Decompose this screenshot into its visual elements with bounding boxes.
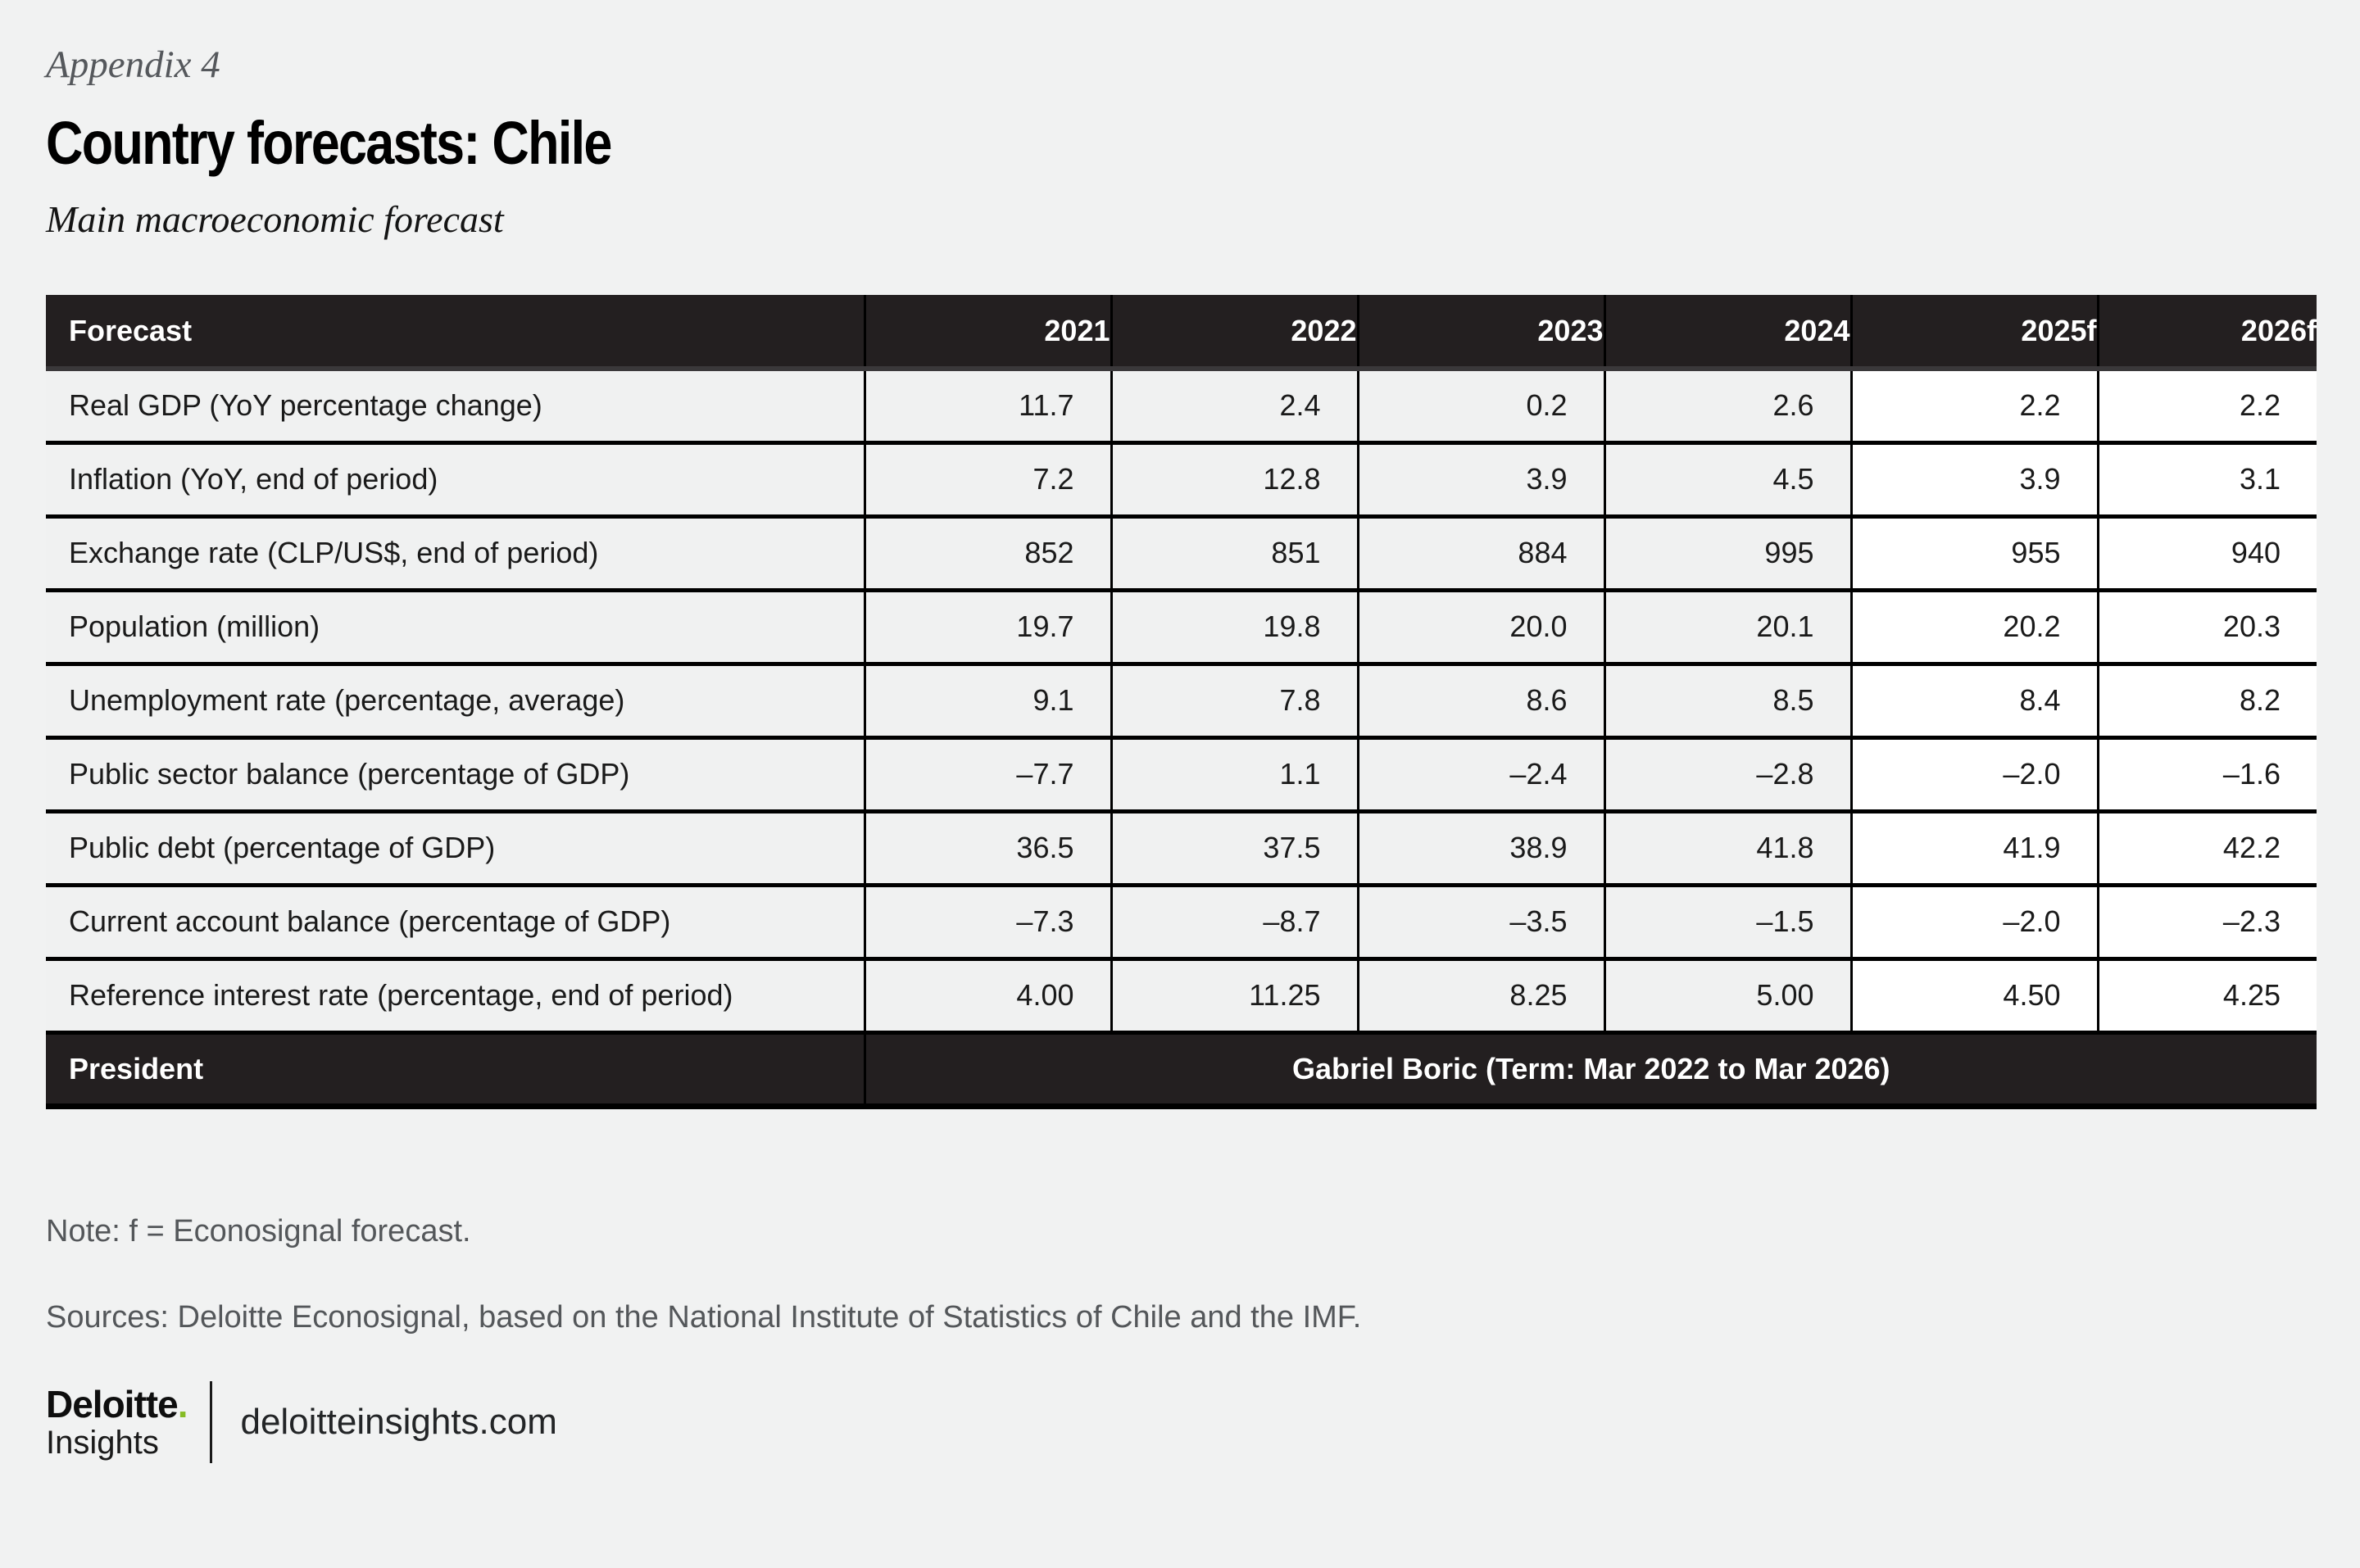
cell-value: –7.3 bbox=[863, 885, 1111, 958]
report-page: Appendix 4 Country forecasts: Chile Main… bbox=[46, 0, 2317, 1463]
cell-value: –7.7 bbox=[863, 737, 1111, 811]
cell-value: 1.1 bbox=[1110, 737, 1358, 811]
cell-value: –1.6 bbox=[2096, 737, 2317, 811]
cell-value: 940 bbox=[2096, 516, 2317, 590]
president-label: President bbox=[46, 1032, 865, 1106]
cell-value: 5.00 bbox=[1603, 958, 1851, 1032]
table-sources: Sources: Deloitte Econosignal, based on … bbox=[46, 1299, 1362, 1335]
cell-value: 8.25 bbox=[1356, 958, 1604, 1032]
cell-value: 42.2 bbox=[2096, 811, 2317, 885]
brand-insights-text: Insights bbox=[46, 1424, 159, 1461]
cell-value: –2.0 bbox=[1849, 737, 2098, 811]
cell-value: 2.6 bbox=[1603, 369, 1851, 442]
president-value: Gabriel Boric (Term: Mar 2022 to Mar 202… bbox=[863, 1032, 2317, 1106]
cell-value: –2.3 bbox=[2096, 885, 2317, 958]
table-header-row: Forecast 2021 2022 2023 2024 2025f 2026f bbox=[46, 295, 2317, 371]
cell-value: 19.8 bbox=[1110, 590, 1358, 664]
cell-value: 2.4 bbox=[1110, 369, 1358, 442]
cell-value: –8.7 bbox=[1110, 885, 1358, 958]
appendix-label: Appendix 4 bbox=[46, 43, 220, 86]
table-row: Unemployment rate (percentage, average) 9… bbox=[46, 664, 2317, 737]
table-row: Reference interest rate (percentage, end… bbox=[46, 958, 2317, 1032]
cell-value: 8.4 bbox=[1849, 664, 2098, 737]
cell-value: 2.2 bbox=[2096, 369, 2317, 442]
cell-value: 41.8 bbox=[1603, 811, 1851, 885]
cell-value: 37.5 bbox=[1110, 811, 1358, 885]
brand-green-dot: . bbox=[177, 1382, 188, 1425]
table-row: Population (million) 19.7 19.8 20.0 20.1 20.2… bbox=[46, 590, 2317, 664]
row-label: Inflation (YoY, end of period) bbox=[46, 442, 865, 516]
table-row: Inflation (YoY, end of period) 7.2 12.8 3.9… bbox=[46, 442, 2317, 516]
cell-value: –3.5 bbox=[1356, 885, 1604, 958]
cell-value: 11.7 bbox=[863, 369, 1111, 442]
cell-value: 851 bbox=[1110, 516, 1358, 590]
cell-value: 20.2 bbox=[1849, 590, 2098, 664]
row-label: Reference interest rate (percentage, end… bbox=[46, 958, 865, 1032]
cell-value: 4.25 bbox=[2096, 958, 2317, 1032]
cell-value: 4.50 bbox=[1849, 958, 2098, 1032]
president-row: President Gabriel Boric (Term: Mar 2022 t… bbox=[46, 1032, 2317, 1106]
cell-value: 852 bbox=[863, 516, 1111, 590]
cell-value: 36.5 bbox=[863, 811, 1111, 885]
forecast-table: Forecast 2021 2022 2023 2024 2025f 2026f Real … bbox=[46, 295, 2317, 1109]
cell-value: –1.5 bbox=[1603, 885, 1851, 958]
page-title: Country forecasts: Chile bbox=[46, 109, 612, 177]
cell-value: 995 bbox=[1603, 516, 1851, 590]
row-label: Public debt (percentage of GDP) bbox=[46, 811, 865, 885]
row-label: Unemployment rate (percentage, average) bbox=[46, 664, 865, 737]
row-label: Exchange rate (CLP/US$, end of period) bbox=[46, 516, 865, 590]
row-label: Current account balance (percentage of G… bbox=[46, 885, 865, 958]
table-row: Current account balance (percentage of G… bbox=[46, 885, 2317, 958]
cell-value: 3.9 bbox=[1356, 442, 1604, 516]
cell-value: 11.25 bbox=[1110, 958, 1358, 1032]
cell-value: 9.1 bbox=[863, 664, 1111, 737]
cell-value: 20.0 bbox=[1356, 590, 1604, 664]
cell-value: 2.2 bbox=[1849, 369, 2098, 442]
cell-value: 3.1 bbox=[2096, 442, 2317, 516]
cell-value: 955 bbox=[1849, 516, 2098, 590]
column-header-year: 2024 bbox=[1603, 295, 1851, 371]
cell-value: 4.00 bbox=[863, 958, 1111, 1032]
column-header-year: 2021 bbox=[863, 295, 1111, 371]
table-row: Public debt (percentage of GDP) 36.5 37.5 3… bbox=[46, 811, 2317, 885]
table-note: Note: f = Econosignal forecast. bbox=[46, 1213, 471, 1249]
cell-value: –2.8 bbox=[1603, 737, 1851, 811]
cell-value: 0.2 bbox=[1356, 369, 1604, 442]
footer-site-link[interactable]: deloitteinsights.com bbox=[240, 1401, 557, 1442]
cell-value: 20.3 bbox=[2096, 590, 2317, 664]
table-row: Exchange rate (CLP/US$, end of period) 85… bbox=[46, 516, 2317, 590]
column-header-year: 2022 bbox=[1110, 295, 1358, 371]
column-header-forecast: Forecast bbox=[46, 295, 865, 371]
cell-value: 884 bbox=[1356, 516, 1604, 590]
cell-value: 3.9 bbox=[1849, 442, 2098, 516]
cell-value: 8.2 bbox=[2096, 664, 2317, 737]
cell-value: –2.0 bbox=[1849, 885, 2098, 958]
table-row: Public sector balance (percentage of GDP… bbox=[46, 737, 2317, 811]
cell-value: 41.9 bbox=[1849, 811, 2098, 885]
deloitte-insights-logo: Deloitte. Insights bbox=[46, 1382, 188, 1461]
row-label: Real GDP (YoY percentage change) bbox=[46, 369, 865, 442]
cell-value: 7.2 bbox=[863, 442, 1111, 516]
cell-value: 19.7 bbox=[863, 590, 1111, 664]
footer-divider-line bbox=[210, 1380, 213, 1463]
row-label: Public sector balance (percentage of GDP… bbox=[46, 737, 865, 811]
cell-value: –2.4 bbox=[1356, 737, 1604, 811]
cell-value: 8.6 bbox=[1356, 664, 1604, 737]
row-label: Population (million) bbox=[46, 590, 865, 664]
column-header-year: 2023 bbox=[1356, 295, 1604, 371]
cell-value: 38.9 bbox=[1356, 811, 1604, 885]
table-row: Real GDP (YoY percentage change) 11.7 2.4 0… bbox=[46, 369, 2317, 442]
cell-value: 7.8 bbox=[1110, 664, 1358, 737]
cell-value: 4.5 bbox=[1603, 442, 1851, 516]
cell-value: 8.5 bbox=[1603, 664, 1851, 737]
cell-value: 20.1 bbox=[1603, 590, 1851, 664]
footer-brand-block: Deloitte. Insights deloitteinsights.com bbox=[46, 1380, 2317, 1463]
page-subtitle: Main macroeconomic forecast bbox=[46, 198, 504, 240]
column-header-year: 2025f bbox=[1849, 295, 2098, 371]
column-header-year: 2026f bbox=[2096, 295, 2317, 371]
cell-value: 12.8 bbox=[1110, 442, 1358, 516]
brand-deloitte-text: Deloitte bbox=[46, 1382, 179, 1425]
